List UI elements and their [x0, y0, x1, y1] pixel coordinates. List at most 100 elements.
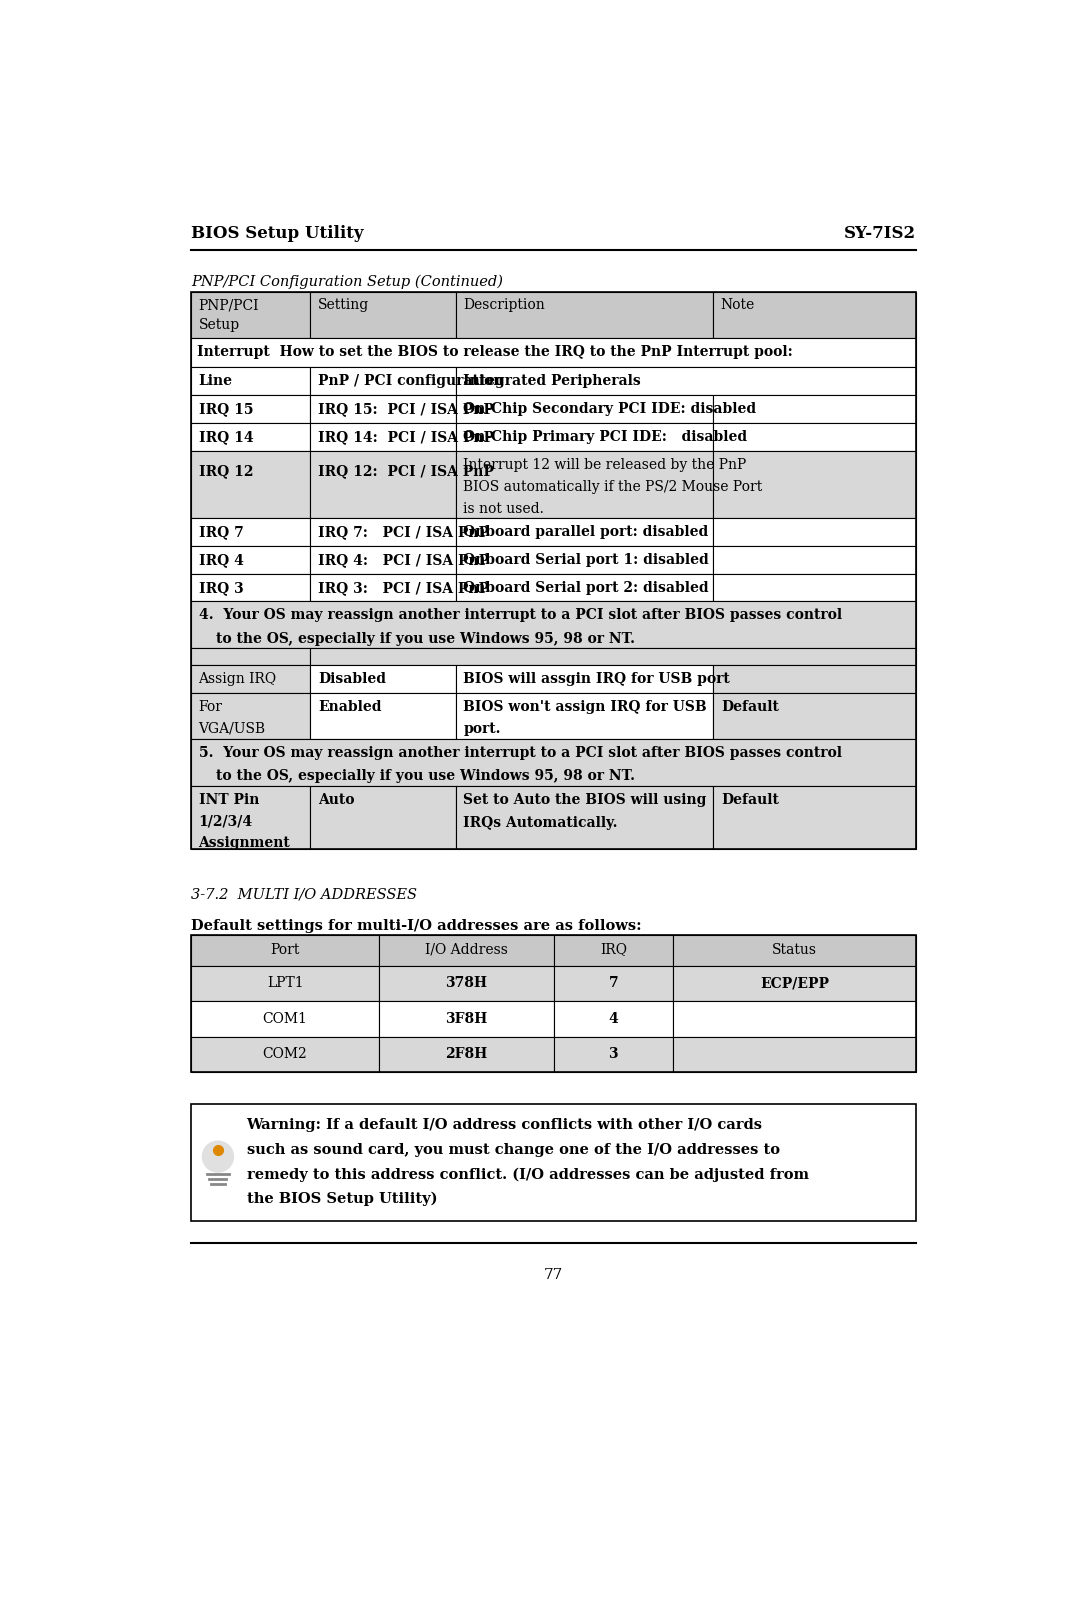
Text: IRQ 4:   PCI / ISA PnP: IRQ 4: PCI / ISA PnP: [319, 553, 489, 566]
Text: On-Chip Secondary PCI IDE: disabled: On-Chip Secondary PCI IDE: disabled: [463, 401, 756, 416]
Text: IRQ 7:   PCI / ISA PnP: IRQ 7: PCI / ISA PnP: [319, 526, 489, 539]
Text: to the OS, especially if you use Windows 95, 98 or NT.: to the OS, especially if you use Windows…: [216, 631, 635, 646]
Text: Set to Auto the BIOS will using: Set to Auto the BIOS will using: [463, 793, 706, 807]
Bar: [713, 545, 916, 574]
Text: 4.  Your OS may reassign another interrupt to a PCI slot after BIOS passes contr: 4. Your OS may reassign another interrup…: [199, 608, 841, 623]
Text: I/O Address: I/O Address: [426, 943, 508, 956]
Bar: [191, 602, 916, 647]
Bar: [310, 647, 916, 665]
Bar: [191, 338, 916, 367]
Text: PNP/PCI Configuration Setup (Continued): PNP/PCI Configuration Setup (Continued): [191, 275, 503, 290]
Text: On-Chip Primary PCI IDE:   disabled: On-Chip Primary PCI IDE: disabled: [463, 430, 747, 443]
Text: ECP/EPP: ECP/EPP: [760, 977, 829, 990]
Text: 77: 77: [544, 1267, 563, 1281]
Bar: [191, 422, 310, 450]
Bar: [191, 291, 310, 338]
Text: 3-7.2  MULTI I/O ADDRESSES: 3-7.2 MULTI I/O ADDRESSES: [191, 887, 417, 901]
Text: 2F8H: 2F8H: [445, 1047, 487, 1061]
Bar: [310, 395, 456, 422]
Text: For: For: [199, 701, 222, 714]
Bar: [456, 574, 713, 602]
Bar: [713, 665, 916, 693]
Text: IRQ 15:  PCI / ISA PnP: IRQ 15: PCI / ISA PnP: [319, 401, 495, 416]
Bar: [456, 291, 713, 338]
Bar: [379, 1002, 554, 1037]
Bar: [310, 450, 456, 518]
Bar: [191, 785, 310, 849]
Bar: [713, 422, 916, 450]
Text: Auto: Auto: [319, 793, 354, 807]
Text: Onboard parallel port: disabled: Onboard parallel port: disabled: [463, 526, 708, 539]
Bar: [673, 1002, 916, 1037]
Text: 3: 3: [608, 1047, 618, 1061]
Text: Setting: Setting: [319, 298, 369, 312]
Text: PnP / PCI configuration: PnP / PCI configuration: [319, 374, 503, 388]
Bar: [673, 1037, 916, 1073]
Text: Onboard Serial port 2: disabled: Onboard Serial port 2: disabled: [463, 581, 708, 595]
Text: 5.  Your OS may reassign another interrupt to a PCI slot after BIOS passes contr: 5. Your OS may reassign another interrup…: [199, 746, 841, 760]
Bar: [191, 450, 310, 518]
Text: 3F8H: 3F8H: [445, 1011, 487, 1026]
Bar: [310, 367, 456, 395]
Bar: [456, 665, 713, 693]
Bar: [310, 785, 456, 849]
Bar: [456, 450, 713, 518]
Bar: [191, 395, 310, 422]
Bar: [310, 665, 456, 693]
Text: IRQ 7: IRQ 7: [199, 526, 243, 539]
Bar: [456, 395, 713, 422]
Text: Line: Line: [199, 374, 232, 388]
Bar: [191, 574, 310, 602]
Bar: [713, 574, 916, 602]
Text: BIOS Setup Utility: BIOS Setup Utility: [191, 225, 363, 243]
Bar: [191, 1105, 916, 1222]
Bar: [713, 518, 916, 545]
Text: PNP/PCI: PNP/PCI: [199, 298, 259, 312]
Bar: [713, 450, 916, 518]
Text: IRQs Automatically.: IRQs Automatically.: [463, 817, 618, 830]
Text: Disabled: Disabled: [319, 671, 387, 686]
Bar: [191, 647, 310, 665]
Text: COM1: COM1: [262, 1011, 308, 1026]
Text: LPT1: LPT1: [267, 977, 303, 990]
Bar: [379, 1037, 554, 1073]
Bar: [310, 518, 456, 545]
Text: IRQ 12: IRQ 12: [199, 464, 253, 477]
Bar: [554, 1037, 673, 1073]
Circle shape: [202, 1141, 233, 1171]
Text: Default: Default: [720, 793, 779, 807]
Bar: [310, 422, 456, 450]
Bar: [191, 739, 916, 785]
Text: Integrated Peripherals: Integrated Peripherals: [463, 374, 642, 388]
Text: IRQ: IRQ: [599, 943, 626, 956]
Text: BIOS will assgin IRQ for USB port: BIOS will assgin IRQ for USB port: [463, 671, 730, 686]
Text: IRQ 4: IRQ 4: [199, 553, 243, 566]
Bar: [713, 291, 916, 338]
Bar: [456, 367, 916, 395]
Bar: [191, 935, 379, 966]
Text: Default settings for multi-I/O addresses are as follows:: Default settings for multi-I/O addresses…: [191, 919, 642, 934]
Text: BIOS automatically if the PS/2 Mouse Port: BIOS automatically if the PS/2 Mouse Por…: [463, 481, 762, 493]
Text: SY-7IS2: SY-7IS2: [845, 225, 916, 243]
Text: Description: Description: [463, 298, 545, 312]
Text: such as sound card, you must change one of the I/O addresses to: such as sound card, you must change one …: [246, 1142, 780, 1157]
Bar: [191, 518, 310, 545]
Bar: [191, 1037, 379, 1073]
Bar: [554, 1002, 673, 1037]
Bar: [310, 574, 456, 602]
Text: Enabled: Enabled: [319, 701, 381, 714]
Bar: [191, 966, 379, 1002]
Bar: [713, 693, 916, 739]
Text: IRQ 12:  PCI / ISA PnP: IRQ 12: PCI / ISA PnP: [319, 464, 495, 477]
Text: 4: 4: [608, 1011, 618, 1026]
Text: 7: 7: [608, 977, 618, 990]
Bar: [379, 966, 554, 1002]
Text: COM2: COM2: [262, 1047, 308, 1061]
Text: Assignment: Assignment: [199, 837, 291, 851]
Text: Warning: If a default I/O address conflicts with other I/O cards: Warning: If a default I/O address confli…: [246, 1118, 762, 1133]
Bar: [456, 785, 713, 849]
Text: is not used.: is not used.: [463, 502, 544, 516]
Text: Default: Default: [720, 701, 779, 714]
Bar: [456, 422, 713, 450]
Bar: [554, 935, 673, 966]
